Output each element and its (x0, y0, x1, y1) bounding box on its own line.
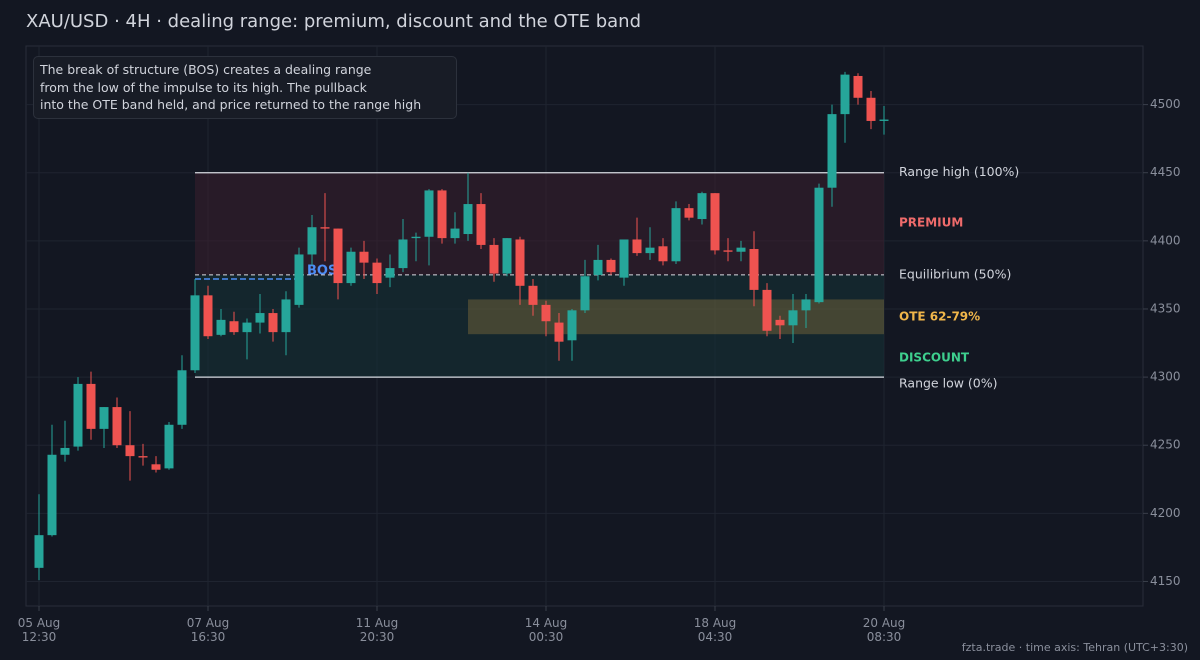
candle-body (294, 254, 304, 305)
candle-body (515, 239, 525, 286)
candle-body (606, 259, 616, 273)
x-tick-label: 14 Aug 00:30 (524, 616, 568, 644)
candle-body (840, 74, 850, 115)
range-high-label: Range high (100%) (899, 164, 1019, 179)
footer: fzta.trade · time axis: Tehran (UTC+3:30… (962, 641, 1188, 654)
candle-body (411, 236, 421, 239)
candle-body (463, 204, 473, 235)
candle-body (333, 228, 343, 284)
candle-body (866, 97, 876, 121)
candle-body (372, 262, 382, 284)
candle-body (814, 187, 824, 303)
candle-body (255, 313, 265, 323)
candle-body (632, 239, 642, 254)
candle-body (762, 289, 772, 331)
y-tick-label: 4250 (1150, 438, 1181, 452)
candle-body (489, 244, 499, 274)
y-tick-label: 4200 (1150, 506, 1181, 520)
premium-label: PREMIUM (899, 216, 963, 230)
candle-body (320, 227, 330, 229)
candle-body (710, 193, 720, 251)
candle-body (398, 239, 408, 269)
equilibrium-label: Equilibrium (50%) (899, 266, 1011, 281)
y-tick-label: 4400 (1150, 233, 1181, 247)
candle-body (190, 295, 200, 371)
candle-body (437, 190, 447, 239)
y-tick-label: 4350 (1150, 301, 1181, 315)
candle-body (684, 208, 694, 218)
candle-body (203, 295, 213, 337)
candle-body (853, 75, 863, 98)
premium-zone (195, 172, 884, 275)
y-tick-label: 4300 (1150, 370, 1181, 384)
candle-body (229, 321, 239, 333)
discount-label: DISCOUNT (899, 351, 970, 365)
candle-body (138, 456, 148, 458)
candle-body (346, 251, 356, 284)
candle-body (307, 227, 317, 255)
plot-frame (25, 45, 1144, 607)
candle-body (281, 299, 291, 333)
ote-band (468, 299, 884, 335)
candle-body (502, 238, 512, 274)
candle-body (879, 119, 889, 121)
candle-body (749, 249, 759, 290)
candle-body (60, 447, 70, 455)
candle-body (593, 259, 603, 275)
candle-body (671, 208, 681, 262)
candle-body (34, 535, 44, 568)
y-tick-label: 4150 (1150, 574, 1181, 588)
annotation: The break of structure (BOS) creates a d… (33, 56, 457, 119)
candle-body (359, 251, 369, 263)
range-low-label: Range low (0%) (899, 376, 998, 391)
candle-body (73, 383, 83, 447)
candle-body (424, 190, 434, 237)
candle-body (827, 114, 837, 188)
bos-label: BOS (307, 263, 337, 278)
candle-body (450, 228, 460, 239)
candle-body (697, 193, 707, 220)
candle-body (580, 276, 590, 311)
ote-label: OTE 62-79% (899, 309, 980, 323)
candle-body (164, 424, 174, 469)
y-tick-label: 4500 (1150, 97, 1181, 111)
candle-body (177, 370, 187, 425)
candle-body (736, 247, 746, 252)
candle-body (242, 322, 252, 333)
candle-body (775, 319, 785, 326)
candle-body (125, 445, 135, 457)
candle-body (86, 383, 96, 429)
x-tick-label: 11 Aug 20:30 (355, 616, 399, 644)
y-tick-label: 4450 (1150, 165, 1181, 179)
candle-body (658, 246, 668, 262)
candle-body (541, 304, 551, 322)
x-tick-label: 05 Aug 12:30 (17, 616, 61, 644)
candle-body (788, 310, 798, 326)
candle-body (112, 407, 122, 446)
candle-body (151, 464, 161, 470)
x-tick-label: 07 Aug 16:30 (186, 616, 230, 644)
chart-title: XAU/USD · 4H · dealing range: premium, d… (26, 11, 641, 32)
candle-body (619, 239, 629, 278)
candle-body (47, 454, 57, 536)
candle-body (99, 407, 109, 429)
candle-body (476, 204, 486, 245)
candle-body (554, 322, 564, 342)
x-tick-label: 18 Aug 04:30 (693, 616, 737, 644)
candle-body (723, 250, 733, 252)
candle-body (528, 285, 538, 305)
candle-body (385, 268, 395, 278)
candle-body (567, 310, 577, 341)
x-tick-label: 20 Aug 08:30 (862, 616, 906, 644)
candle-body (801, 299, 811, 311)
candle-body (216, 319, 226, 335)
candle-body (268, 313, 278, 333)
candle-body (645, 247, 655, 254)
